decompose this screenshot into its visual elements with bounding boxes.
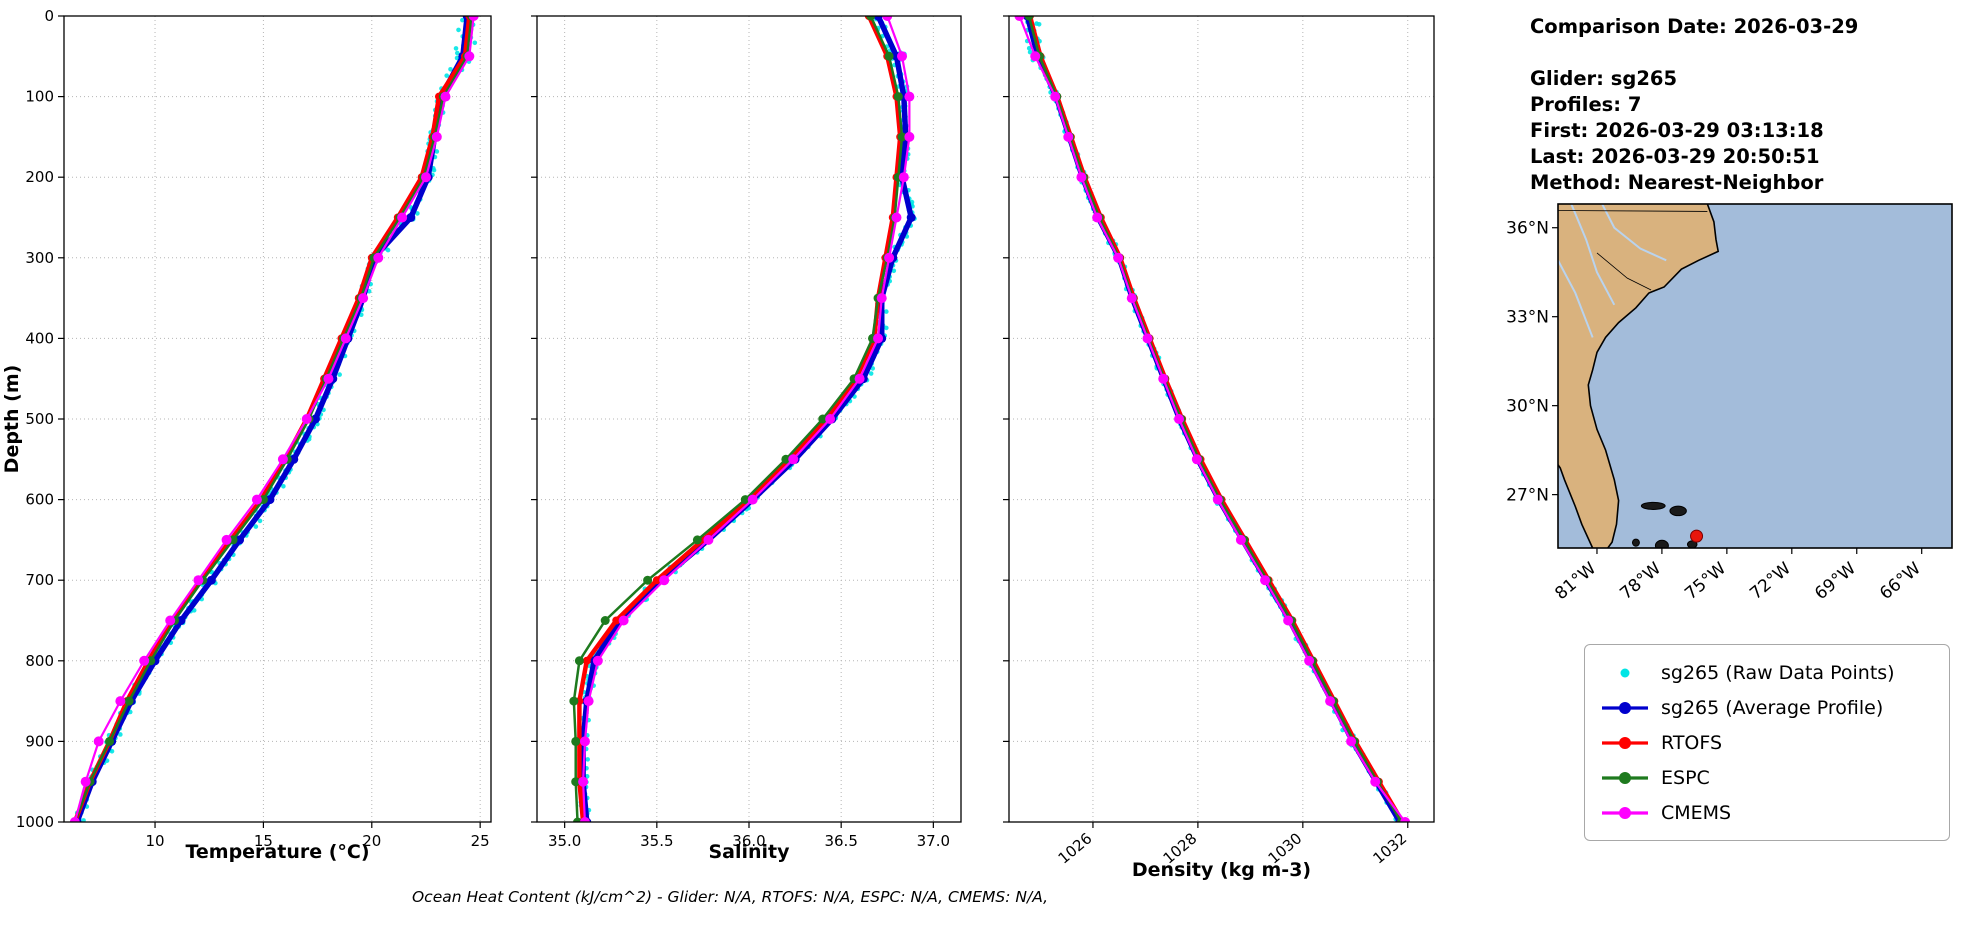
svg-text:37.0: 37.0 <box>917 832 950 850</box>
svg-text:700: 700 <box>25 571 54 589</box>
svg-text:1026: 1026 <box>1055 829 1096 867</box>
profile-panel-row: 10 15 20 25 0 100 200 300 400 500 600 700 800 900 1000… <box>0 2 1500 886</box>
legend-item: RTOFS <box>1599 725 1935 760</box>
salinity-plot-svg: 35.0 35.5 36.0 36.5 37.0 Salinity <box>531 15 962 863</box>
svg-text:35.0: 35.0 <box>548 832 581 850</box>
legend-item: sg265 (Raw Data Points) <box>1599 655 1935 690</box>
svg-text:27°N: 27°N <box>1506 486 1549 506</box>
svg-text:81°W: 81°W <box>1551 558 1600 604</box>
svg-text:900: 900 <box>25 732 54 750</box>
temperature-panel: 10 15 20 25 0 100 200 300 400 500 600 700 800 900 1000… <box>0 2 505 886</box>
location-map-svg: 36°N 33°N 30°N 27°N 81°W 78°W 75°W 72°W 69°W 66°W <box>1506 203 1953 604</box>
svg-text:0: 0 <box>44 7 54 25</box>
side-column: Comparison Date: 2026-03-29 Glider: sg26… <box>1500 0 1976 934</box>
svg-text:600: 600 <box>25 491 54 509</box>
legend-item: ESPC <box>1599 760 1935 795</box>
legend-label: sg265 (Average Profile) <box>1661 696 1884 719</box>
legend: sg265 (Raw Data Points) sg265 (Average Pr… <box>1584 644 1950 841</box>
svg-text:300: 300 <box>25 249 54 267</box>
method-text: Method: Nearest-Neighbor <box>1530 171 1824 194</box>
svg-text:78°W: 78°W <box>1616 558 1665 604</box>
profile-chart-area: 10 15 20 25 0 100 200 300 400 500 600 700 800 900 1000… <box>0 2 1500 906</box>
svg-text:200: 200 <box>25 168 54 186</box>
legend-label: CMEMS <box>1661 801 1732 824</box>
svg-text:36.0: 36.0 <box>732 832 765 850</box>
salinity-panel: 35.0 35.5 36.0 36.5 37.0 Salinity <box>505 2 975 886</box>
legend-marker-sg265-average-profile- <box>1602 701 1648 714</box>
first-profile-time-text: First: 2026-03-29 03:13:18 <box>1530 119 1824 142</box>
svg-text:20: 20 <box>362 832 381 850</box>
legend-marker-rtofs <box>1602 736 1648 749</box>
svg-text:15: 15 <box>254 832 273 850</box>
temperature-plot-svg-xlabel: Temperature (°C) <box>185 841 369 863</box>
svg-text:66°W: 66°W <box>1876 558 1925 604</box>
svg-text:72°W: 72°W <box>1746 558 1795 604</box>
metadata-block: Comparison Date: 2026-03-29 Glider: sg26… <box>1500 0 1976 196</box>
legend-item: CMEMS <box>1599 795 1935 830</box>
svg-text:33°N: 33°N <box>1506 308 1549 328</box>
svg-text:500: 500 <box>25 410 54 428</box>
svg-text:100: 100 <box>25 88 54 106</box>
depth-axis-label: Depth (m) <box>1 365 23 474</box>
location-map: 36°N 33°N 30°N 27°N 81°W 78°W 75°W 72°W 69°W 66°W <box>1500 196 1976 630</box>
svg-text:400: 400 <box>25 329 54 347</box>
svg-text:35.5: 35.5 <box>640 832 673 850</box>
svg-text:10: 10 <box>145 832 164 850</box>
metadata-spacer <box>1530 40 1976 66</box>
glider-position-marker <box>1690 529 1704 543</box>
last-profile-time-text: Last: 2026-03-29 20:50:51 <box>1530 145 1820 168</box>
svg-text:75°W: 75°W <box>1681 558 1730 604</box>
svg-text:1032: 1032 <box>1370 829 1411 867</box>
legend-label: RTOFS <box>1661 731 1723 754</box>
ocean-heat-content-caption: Ocean Heat Content (kJ/cm^2) - Glider: N… <box>411 888 1049 906</box>
salinity-plot-svg-xlabel: Salinity <box>708 841 790 863</box>
svg-text:69°W: 69°W <box>1811 558 1860 604</box>
density-panel: 1026 1028 1030 1032 Density (kg m-3) <box>975 2 1450 886</box>
density-plot-svg-xlabel: Density (kg m-3) <box>1132 859 1311 881</box>
legend-label: sg265 (Raw Data Points) <box>1661 661 1895 684</box>
svg-text:25: 25 <box>471 832 490 850</box>
legend-marker-sg265-raw-data-points- <box>1620 668 1630 677</box>
svg-text:1000: 1000 <box>16 813 54 831</box>
svg-text:30°N: 30°N <box>1506 397 1549 417</box>
profiles-count-text: Profiles: 7 <box>1530 93 1642 116</box>
svg-text:36.5: 36.5 <box>824 832 857 850</box>
comparison-date-text: Comparison Date: 2026-03-29 <box>1530 15 1859 38</box>
svg-text:36°N: 36°N <box>1506 219 1549 239</box>
svg-text:800: 800 <box>25 652 54 670</box>
legend-item: sg265 (Average Profile) <box>1599 690 1935 725</box>
legend-marker-espc <box>1602 771 1648 784</box>
legend-marker-cmems <box>1602 806 1648 819</box>
temperature-plot-svg: 10 15 20 25 0 100 200 300 400 500 600 700 800 900 1000… <box>1 7 492 863</box>
legend-label: ESPC <box>1661 766 1710 789</box>
glider-id-text: Glider: sg265 <box>1530 67 1678 90</box>
